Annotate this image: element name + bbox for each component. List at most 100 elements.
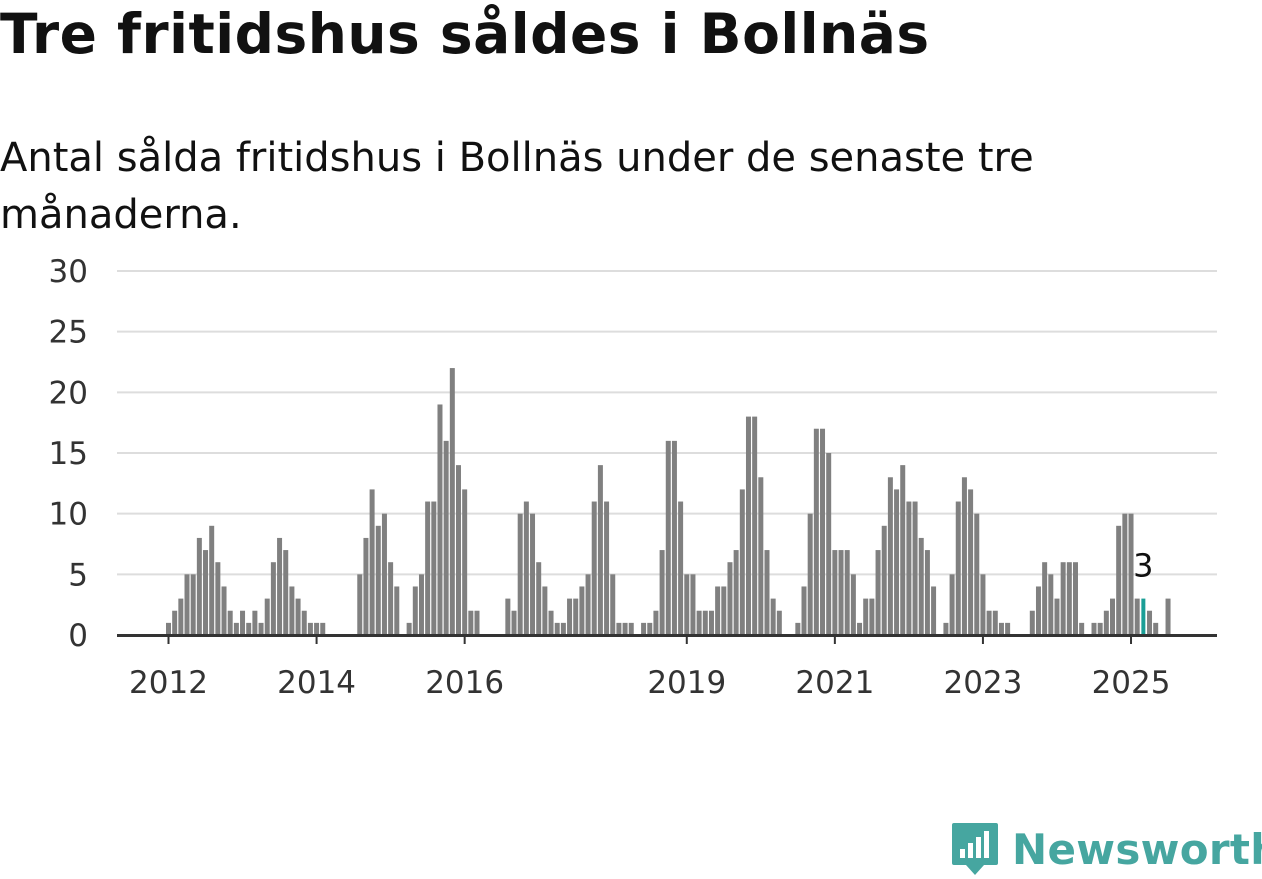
bar	[628, 622, 634, 635]
bar	[739, 489, 745, 635]
bar	[863, 598, 869, 635]
bar	[1060, 562, 1066, 635]
bar	[850, 574, 856, 635]
bar	[536, 562, 542, 635]
bar	[721, 586, 727, 635]
bar	[610, 574, 616, 635]
bar	[678, 501, 684, 635]
y-tick-label: 20	[49, 375, 88, 411]
bar	[875, 550, 881, 635]
bar	[172, 610, 178, 635]
x-tick-label: 2019	[647, 665, 726, 701]
x-tick-label: 2012	[129, 665, 208, 701]
bar	[388, 562, 394, 635]
chart-subtitle: Antal sålda fritidshus i Bollnäs under d…	[0, 135, 1034, 238]
bar	[412, 586, 418, 635]
bar	[246, 622, 252, 635]
bar	[227, 610, 233, 635]
bar	[622, 622, 628, 635]
bar	[924, 550, 930, 635]
x-tick-label: 2023	[943, 665, 1022, 701]
bar	[381, 513, 387, 635]
bar	[844, 550, 850, 635]
bar	[567, 598, 573, 635]
bar	[684, 574, 690, 635]
bar	[314, 622, 320, 635]
bar	[758, 477, 764, 635]
bar	[369, 489, 375, 635]
bar	[474, 610, 480, 635]
bar	[252, 610, 258, 635]
bar	[233, 622, 239, 635]
bar	[283, 550, 289, 635]
x-tick-label: 2016	[425, 665, 504, 701]
bar	[1134, 598, 1140, 635]
bar	[1079, 622, 1085, 635]
x-tick-label: 2021	[795, 665, 874, 701]
bar	[745, 416, 751, 635]
bar	[511, 610, 517, 635]
bar	[363, 537, 369, 635]
bar	[1042, 562, 1048, 635]
bar	[641, 622, 647, 635]
bars	[117, 368, 1217, 637]
bar	[1029, 610, 1035, 635]
bar	[320, 622, 326, 635]
bar	[443, 440, 449, 635]
bar	[1091, 622, 1097, 635]
bar	[912, 501, 918, 635]
bar	[708, 610, 714, 635]
bar	[1110, 598, 1116, 635]
bar	[820, 428, 826, 635]
bar	[468, 610, 474, 635]
bar	[1005, 622, 1011, 635]
bar	[560, 622, 566, 635]
chart-title: Tre fritidshus såldes i Bollnäs	[0, 2, 930, 66]
bar	[196, 537, 202, 635]
bar	[813, 428, 819, 635]
bar	[918, 537, 924, 635]
bar	[770, 598, 776, 635]
bar	[690, 574, 696, 635]
bar	[986, 610, 992, 635]
bar	[530, 513, 536, 635]
bar	[554, 622, 560, 635]
bar	[289, 586, 295, 635]
bar	[696, 610, 702, 635]
bar	[961, 477, 967, 635]
bar	[1048, 574, 1054, 635]
bar	[1054, 598, 1060, 635]
bar	[733, 550, 739, 635]
bar	[579, 586, 585, 635]
bar	[209, 525, 215, 635]
bar	[1103, 610, 1109, 635]
highlight-value-label: 3	[1133, 547, 1153, 585]
bar	[1128, 513, 1134, 635]
bar	[523, 501, 529, 635]
y-tick-label: 30	[49, 254, 88, 290]
bar	[406, 622, 412, 635]
bar	[1122, 513, 1128, 635]
bar	[591, 501, 597, 635]
bar	[258, 622, 264, 635]
bar	[1035, 586, 1041, 635]
bar	[573, 598, 579, 635]
bar	[702, 610, 708, 635]
bar	[715, 586, 721, 635]
bar	[270, 562, 276, 635]
bar	[455, 465, 461, 635]
bar	[215, 562, 221, 635]
bar	[505, 598, 511, 635]
annotations: 3	[1133, 547, 1153, 585]
bar	[671, 440, 677, 635]
bar	[832, 550, 838, 635]
bar	[203, 550, 209, 635]
bar	[653, 610, 659, 635]
bar	[301, 610, 307, 635]
x-tick-label: 2014	[277, 665, 356, 701]
bar	[1165, 598, 1171, 635]
bar	[1153, 622, 1159, 635]
x-axis-labels: 2012 2014 2016 2019 2021 2023 2025	[129, 636, 1170, 701]
y-tick-label: 5	[68, 557, 88, 593]
bar	[776, 610, 782, 635]
